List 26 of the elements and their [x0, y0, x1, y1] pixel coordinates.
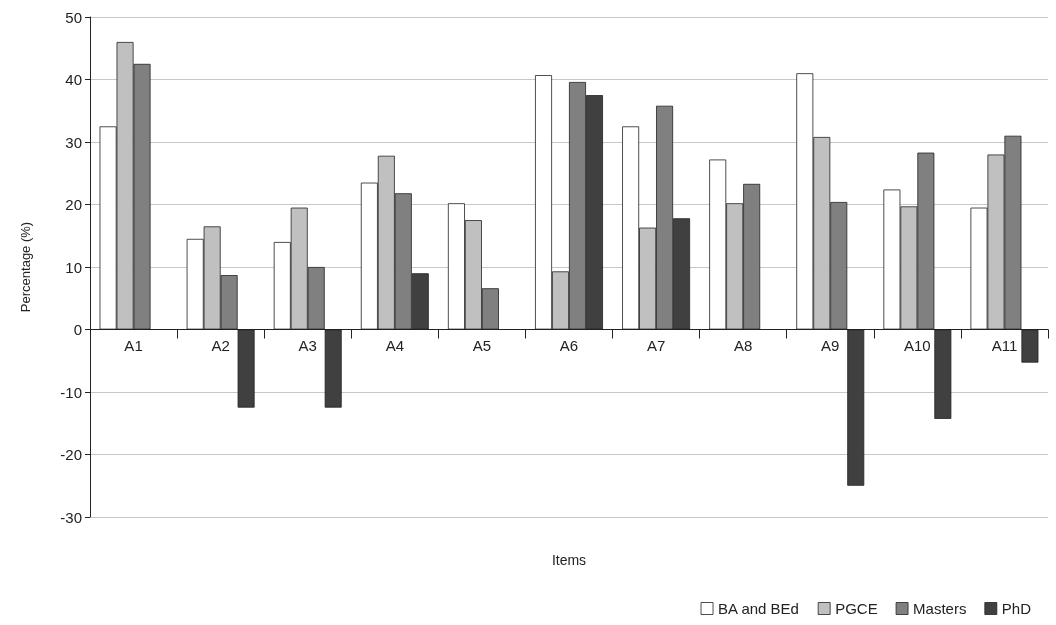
y-tick-label: 40: [65, 71, 82, 88]
legend-label: Masters: [913, 600, 967, 617]
x-tick-label: A7: [646, 336, 666, 354]
y-tick-label: 0: [73, 321, 82, 338]
x-tick-label: A2: [211, 336, 230, 354]
x-tick-label: A5: [472, 336, 492, 354]
y-tick-label: -10: [60, 383, 82, 401]
legend-label: PGCE: [835, 600, 878, 617]
y-tick-label: 20: [65, 196, 82, 213]
x-tick-label: A6: [559, 336, 579, 354]
y-tick-label: 50: [65, 8, 82, 26]
y-tick-label: -30: [60, 508, 82, 526]
x-tick-label: A3: [298, 336, 317, 354]
x-tick-label: A4: [385, 336, 404, 354]
x-tick-label: A8: [734, 336, 753, 354]
x-tick-label: A1: [124, 336, 143, 354]
x-axis-title: Items: [551, 552, 587, 568]
x-tick-label: A9: [821, 336, 840, 354]
legend-label: BA and BEd: [718, 600, 799, 617]
x-tick-label: A10: [904, 336, 931, 354]
y-axis-title: Percentage (%): [18, 221, 33, 313]
y-tick-label: 10: [65, 258, 82, 276]
y-tick-label: -20: [60, 446, 82, 463]
x-tick-label: A11: [991, 336, 1018, 354]
y-tick-label: 30: [65, 133, 82, 151]
legend-label: PhD: [1001, 600, 1032, 617]
